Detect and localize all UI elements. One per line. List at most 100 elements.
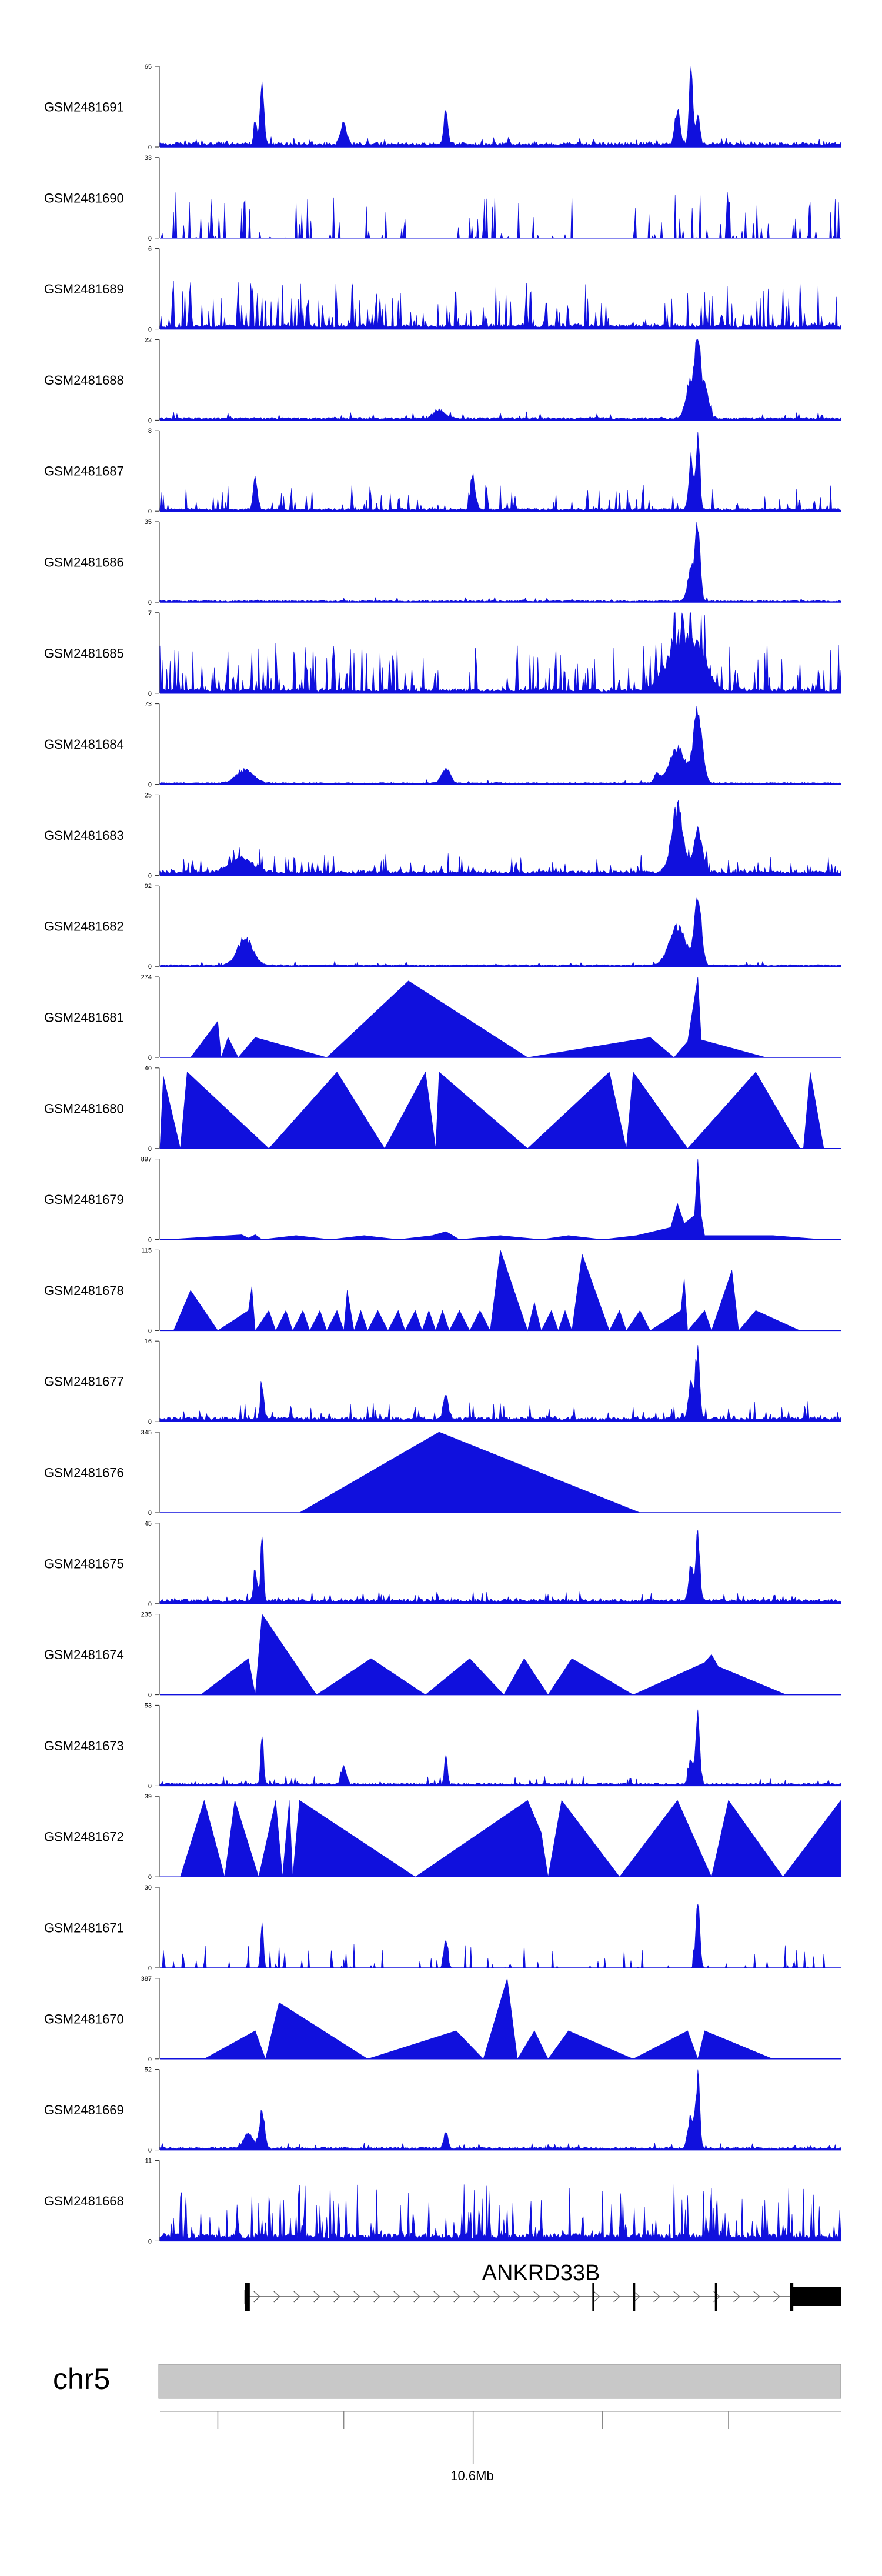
chromosome-band	[158, 2364, 841, 2399]
coverage-area	[299, 1432, 640, 1513]
strand-arrow	[633, 2291, 640, 2303]
track-label: GSM2481688	[44, 373, 124, 388]
coverage-tracks: GSM2481691650GSM2481690330GSM248168960GS…	[44, 64, 841, 2245]
y-min-label: 0	[148, 326, 152, 333]
track-GSM2481683: GSM2481683 25 0	[44, 792, 841, 879]
y-min-label: 0	[148, 2238, 152, 2245]
track-label: GSM2481682	[44, 919, 124, 934]
y-max-label: 7	[148, 610, 152, 617]
y-min-label: 0	[148, 690, 152, 698]
y-max-label: 235	[141, 1611, 152, 1619]
track-label: GSM2481676	[44, 1466, 124, 1480]
y-min-label: 0	[148, 1055, 152, 1062]
chromosome-ideogram: chr5 10.6Mb	[53, 2363, 841, 2483]
coverage-area	[159, 612, 841, 694]
track-GSM2481686: GSM2481686 35 0	[44, 519, 841, 606]
strand-arrow	[553, 2291, 560, 2303]
track-GSM2481679: GSM2481679 897 0	[44, 1156, 841, 1244]
strand-arrow	[733, 2291, 740, 2303]
y-min-label: 0	[148, 1510, 152, 1517]
y-min-label: 0	[148, 2056, 152, 2063]
strand-arrow	[473, 2291, 480, 2303]
y-max-label: 897	[141, 1156, 152, 1163]
track-GSM2481681: GSM2481681 274 0	[44, 974, 841, 1062]
y-max-label: 33	[145, 155, 152, 162]
y-max-label: 39	[145, 1793, 152, 1800]
y-max-label: 16	[145, 1338, 152, 1345]
y-min-label: 0	[148, 1783, 152, 1790]
y-max-label: 6	[148, 246, 152, 253]
coverage-area	[159, 1345, 841, 1422]
coverage-area	[159, 432, 841, 512]
strand-arrow	[453, 2291, 460, 2303]
y-min-label: 0	[148, 235, 152, 242]
track-GSM2481676: GSM2481676 345 0	[44, 1429, 841, 1517]
y-min-label: 0	[148, 1874, 152, 1881]
track-label: GSM2481690	[44, 191, 124, 205]
y-max-label: 30	[145, 1884, 152, 1891]
y-min-label: 0	[148, 1237, 152, 1244]
y-max-label: 115	[141, 1247, 152, 1254]
coverage-area	[173, 1250, 800, 1332]
gene-name-label: ANKRD33B	[482, 2261, 600, 2285]
y-min-label: 0	[148, 2147, 152, 2154]
y-max-label: 22	[145, 336, 152, 343]
track-GSM2481670: GSM2481670 387 0	[44, 1976, 841, 2063]
y-min-label: 0	[148, 782, 152, 789]
strand-arrow	[593, 2291, 600, 2303]
strand-arrow	[773, 2291, 780, 2303]
track-label: GSM2481681	[44, 1010, 124, 1025]
coverage-area	[166, 1159, 824, 1240]
strand-arrow	[393, 2291, 400, 2303]
track-label: GSM2481683	[44, 828, 124, 843]
coverage-area	[204, 1978, 773, 2060]
track-GSM2481691: GSM2481691 65 0	[44, 64, 841, 151]
exon-block	[245, 2283, 250, 2311]
track-GSM2481668: GSM2481668 11 0	[44, 2157, 841, 2245]
strand-arrow	[433, 2291, 440, 2303]
strand-arrow	[313, 2291, 320, 2303]
utr-block	[244, 2290, 248, 2304]
strand-arrow	[573, 2291, 580, 2303]
strand-arrow	[333, 2291, 340, 2303]
track-GSM2481685: GSM2481685 7 0	[44, 610, 841, 698]
track-label: GSM2481685	[44, 646, 124, 660]
y-max-label: 92	[145, 883, 152, 890]
strand-arrow	[373, 2291, 380, 2303]
track-label: GSM2481689	[44, 282, 124, 296]
y-min-label: 0	[148, 144, 152, 151]
coverage-area	[159, 339, 841, 421]
track-GSM2481688: GSM2481688 22 0	[44, 336, 841, 424]
coordinate-label: 10.6Mb	[450, 2468, 493, 2483]
exon-block	[714, 2283, 717, 2311]
exon-block	[633, 2283, 636, 2311]
track-label: GSM2481674	[44, 1647, 124, 1662]
y-max-label: 25	[145, 792, 152, 799]
y-max-label: 45	[145, 1520, 152, 1527]
track-label: GSM2481671	[44, 1921, 124, 1936]
track-label: GSM2481691	[44, 100, 124, 115]
track-label: GSM2481677	[44, 1374, 124, 1389]
coverage-area	[159, 1709, 841, 1786]
y-min-label: 0	[148, 1146, 152, 1153]
track-GSM2481675: GSM2481675 45 0	[44, 1520, 841, 1608]
track-GSM2481690: GSM2481690 33 0	[44, 155, 841, 242]
track-label: GSM2481680	[44, 1101, 124, 1116]
strand-arrow	[613, 2291, 620, 2303]
coverage-area	[159, 2069, 841, 2150]
track-GSM2481689: GSM2481689 6 0	[44, 246, 841, 333]
y-min-label: 0	[148, 599, 152, 606]
track-label: GSM2481672	[44, 1830, 124, 1844]
track-label: GSM2481686	[44, 555, 124, 570]
coverage-area	[200, 1613, 787, 1696]
y-max-label: 53	[145, 1702, 152, 1709]
strand-arrow	[293, 2291, 300, 2303]
track-GSM2481682: GSM2481682 92 0	[44, 883, 841, 970]
y-min-label: 0	[148, 1601, 152, 1608]
track-label: GSM2481687	[44, 464, 124, 479]
y-max-label: 52	[145, 2067, 152, 2074]
coverage-area	[180, 1800, 841, 1878]
y-max-label: 73	[145, 701, 152, 708]
strand-arrow	[513, 2291, 520, 2303]
